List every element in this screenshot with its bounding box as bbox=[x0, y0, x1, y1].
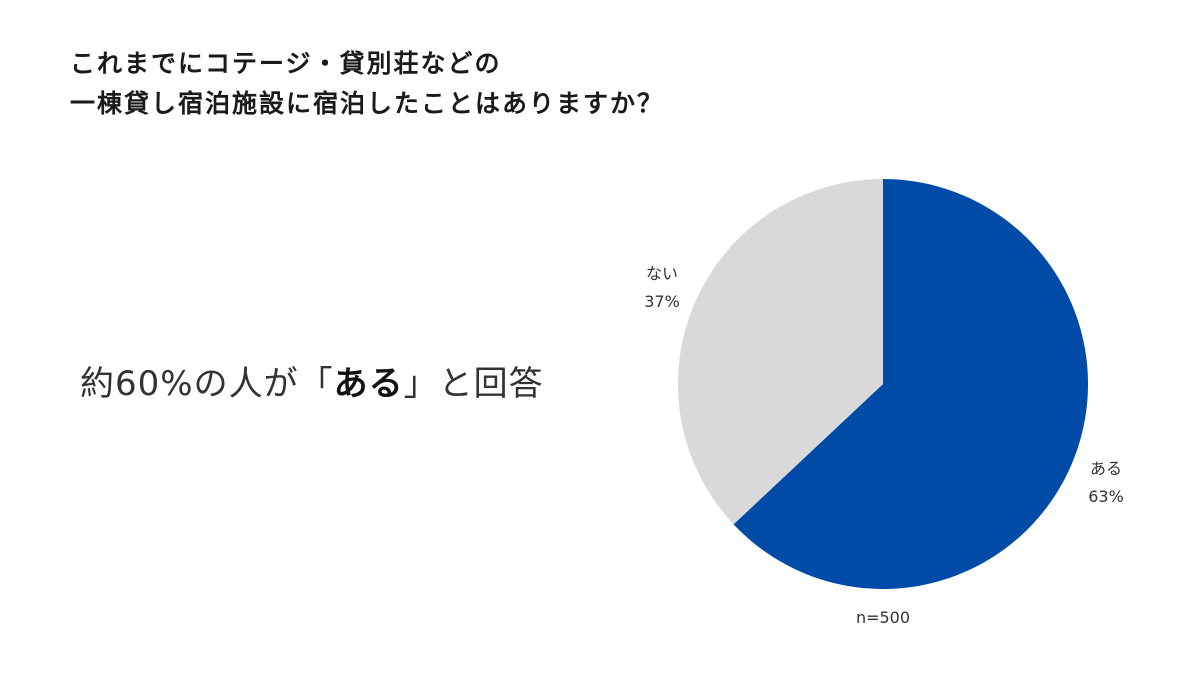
pie-labels: ない 37% ある 63% n=500 bbox=[644, 264, 1124, 627]
label-aru-category: ある bbox=[1090, 459, 1122, 478]
label-nai-value: 37% bbox=[644, 292, 680, 311]
pie-slices bbox=[678, 179, 1089, 590]
summary-open-bracket: 「 bbox=[298, 364, 334, 404]
sample-size-note: n=500 bbox=[856, 608, 910, 627]
slice-aru bbox=[733, 179, 1089, 590]
summary-text: 約60%の人が「ある」と回答 bbox=[80, 356, 544, 412]
chart-title: これまでにコテージ・貸別荘などの 一棟貸し宿泊施設に宿泊したことはありますか？ bbox=[70, 44, 790, 124]
chart-title-line1: これまでにコテージ・貸別荘などの bbox=[70, 49, 502, 78]
summary-suffix: と回答 bbox=[438, 364, 544, 404]
summary-emphasis: ある bbox=[333, 364, 404, 404]
label-aru-value: 63% bbox=[1088, 487, 1124, 506]
summary-prefix: 約60%の人が bbox=[80, 364, 299, 404]
slice-nai bbox=[678, 179, 883, 525]
chart-title-line2: 一棟貸し宿泊施設に宿泊したことはありますか？ bbox=[70, 89, 665, 118]
summary-close-bracket: 」 bbox=[403, 364, 439, 404]
label-nai-category: ない bbox=[646, 264, 678, 283]
